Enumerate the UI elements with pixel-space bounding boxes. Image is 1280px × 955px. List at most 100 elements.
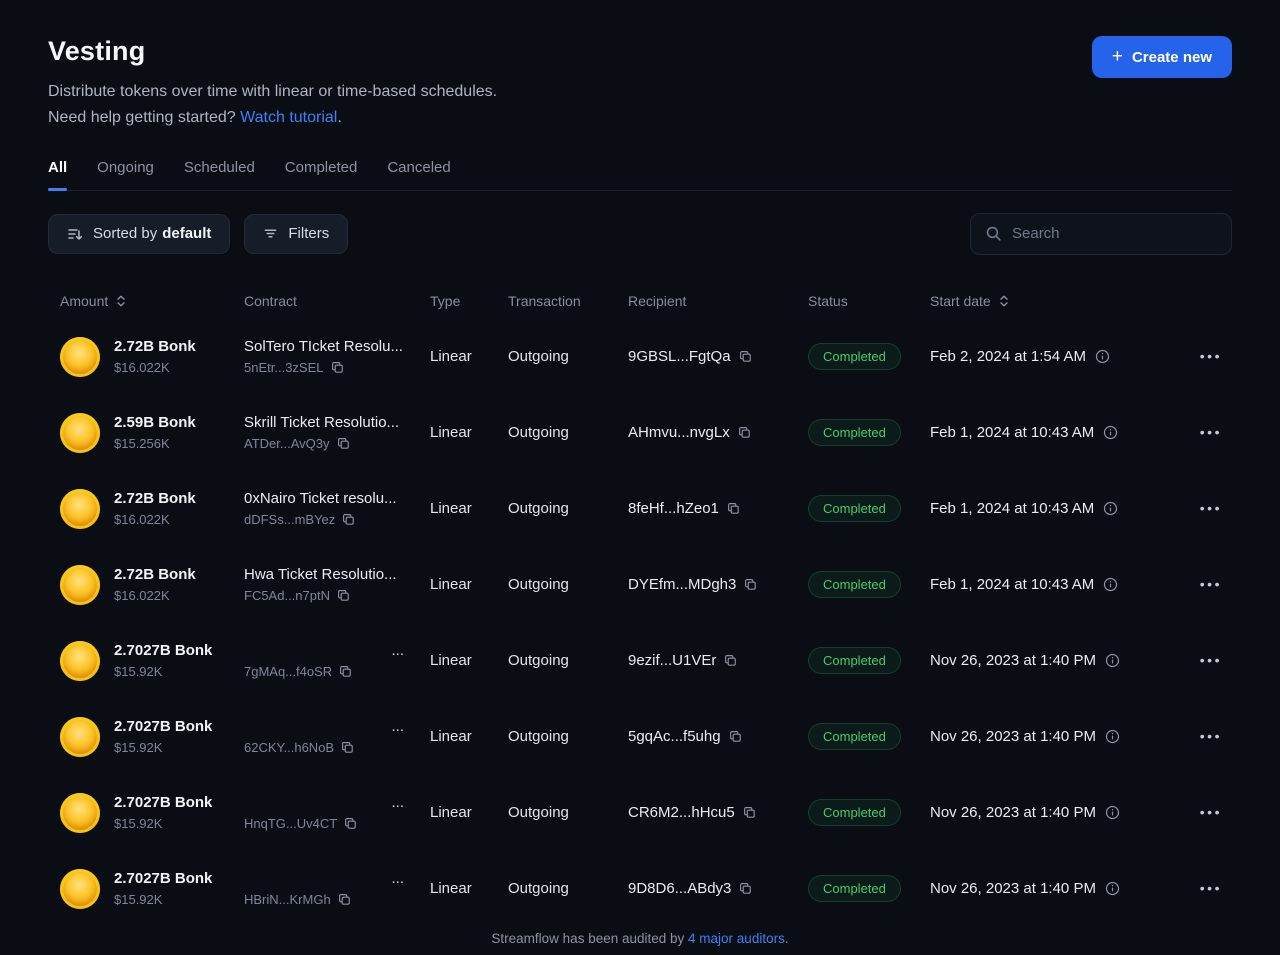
start-date-value: Feb 1, 2024 at 10:43 AM <box>930 424 1095 442</box>
column-type: Type <box>430 292 461 309</box>
tab-ongoing[interactable]: Ongoing <box>97 158 154 176</box>
column-amount[interactable]: Amount <box>48 293 244 309</box>
table-row[interactable]: 2.7027B Bonk $15.92K ... HnqTG...Uv4CT L… <box>48 775 1232 851</box>
tab-completed[interactable]: Completed <box>284 158 358 176</box>
copy-icon[interactable] <box>743 806 756 819</box>
row-menu-button[interactable]: ••• <box>1199 499 1222 516</box>
contract-address[interactable]: dDFSs...mBYez <box>244 512 430 527</box>
copy-icon[interactable] <box>337 437 350 450</box>
amount-value: 2.72B Bonk <box>114 338 196 356</box>
contract-address[interactable]: 7gMAq...f4oSR <box>244 664 430 679</box>
info-icon[interactable] <box>1095 349 1110 364</box>
auditors-link[interactable]: 4 major auditors <box>688 930 785 946</box>
row-menu-cell: ••• <box>1180 728 1232 746</box>
filters-button[interactable]: Filters <box>244 213 349 254</box>
filters-label: Filters <box>288 225 330 243</box>
transaction-cell: Outgoing <box>508 500 569 518</box>
copy-icon[interactable] <box>729 730 742 743</box>
watch-tutorial-link[interactable]: Watch tutorial <box>240 108 338 126</box>
row-menu-button[interactable]: ••• <box>1199 575 1222 592</box>
sort-button[interactable]: Sorted by default <box>48 213 231 254</box>
contract-cell: Skrill Ticket Resolutio... ATDer...AvQ3y <box>244 414 430 451</box>
table-row[interactable]: 2.72B Bonk $16.022K 0xNairo Ticket resol… <box>48 471 1232 547</box>
row-menu-button[interactable]: ••• <box>1199 803 1222 820</box>
bonk-token-icon <box>60 488 100 529</box>
table-row[interactable]: 2.7027B Bonk $15.92K ... 62CKY...h6NoB L… <box>48 699 1232 775</box>
copy-icon[interactable] <box>724 654 737 667</box>
info-icon[interactable] <box>1105 805 1120 820</box>
table-row[interactable]: 2.72B Bonk $16.022K SolTero TIcket Resol… <box>48 319 1232 395</box>
contract-address[interactable]: HBriN...KrMGh <box>244 892 430 907</box>
copy-icon[interactable] <box>331 361 344 374</box>
row-menu-cell: ••• <box>1180 500 1232 518</box>
footer-text: Streamflow has been audited by <box>491 930 689 946</box>
copy-icon[interactable] <box>344 817 357 830</box>
contract-name: Hwa Ticket Resolutio... <box>244 566 397 584</box>
transaction-cell: Outgoing <box>508 652 569 670</box>
status-cell: Completed <box>808 799 930 827</box>
column-start-date[interactable]: Start date <box>930 293 1180 309</box>
header-text: Vesting Distribute tokens over time with… <box>48 36 497 131</box>
search-input[interactable] <box>1012 225 1217 243</box>
copy-icon[interactable] <box>339 665 352 678</box>
start-date-cell: Feb 2, 2024 at 1:54 AM <box>930 348 1180 365</box>
row-menu-cell: ••• <box>1180 348 1232 366</box>
transaction-cell: Outgoing <box>508 880 569 898</box>
subtitle-line1: Distribute tokens over time with linear … <box>48 83 498 100</box>
status-cell: Completed <box>808 343 930 371</box>
status-cell: Completed <box>808 419 930 447</box>
table-row[interactable]: 2.59B Bonk $15.256K Skrill Ticket Resolu… <box>48 395 1232 471</box>
row-menu-button[interactable]: ••• <box>1199 347 1222 364</box>
tab-scheduled[interactable]: Scheduled <box>183 158 255 176</box>
copy-icon[interactable] <box>341 741 354 754</box>
table-row[interactable]: 2.7027B Bonk $15.92K ... HBriN...KrMGh L… <box>48 851 1232 927</box>
sort-value-label: default <box>162 225 212 243</box>
contract-address[interactable]: FC5Ad...n7ptN <box>244 588 430 603</box>
contract-name: Skrill Ticket Resolutio... <box>244 414 400 432</box>
row-menu-button[interactable]: ••• <box>1199 651 1222 668</box>
copy-icon[interactable] <box>744 578 757 591</box>
copy-icon[interactable] <box>739 882 752 895</box>
table-row[interactable]: 2.72B Bonk $16.022K Hwa Ticket Resolutio… <box>48 547 1232 623</box>
row-menu-button[interactable]: ••• <box>1199 879 1222 896</box>
start-date-value: Nov 26, 2023 at 1:40 PM <box>930 652 1096 670</box>
tab-all[interactable]: All <box>48 159 68 191</box>
row-menu-button[interactable]: ••• <box>1199 727 1222 744</box>
audit-footer: Streamflow has been audited by 4 major a… <box>48 931 1232 946</box>
tab-canceled[interactable]: Canceled <box>387 158 451 176</box>
start-date-value: Nov 26, 2023 at 1:40 PM <box>930 880 1096 898</box>
copy-icon[interactable] <box>337 589 350 602</box>
contract-address[interactable]: 5nEtr...3zSEL <box>244 360 430 375</box>
contract-address[interactable]: ATDer...AvQ3y <box>244 436 430 451</box>
recipient-address: 9D8D6...ABdy3 <box>628 880 732 898</box>
copy-icon[interactable] <box>338 893 351 906</box>
info-icon[interactable] <box>1105 729 1120 744</box>
toolbar: Sorted by default Filters <box>48 212 1232 255</box>
row-menu-cell: ••• <box>1180 652 1232 670</box>
table-row[interactable]: 2.7027B Bonk $15.92K ... 7gMAq...f4oSR L… <box>48 623 1232 699</box>
recipient-cell: 9GBSL...FgtQa <box>628 348 808 365</box>
search-box[interactable] <box>970 212 1232 255</box>
copy-icon[interactable] <box>727 502 740 515</box>
status-badge: Completed <box>808 799 901 827</box>
info-icon[interactable] <box>1105 881 1120 896</box>
info-icon[interactable] <box>1103 425 1118 440</box>
amount-usd-value: $15.92K <box>114 892 163 908</box>
info-icon[interactable] <box>1103 577 1118 592</box>
contract-name: 0xNairo Ticket resolu... <box>244 490 397 508</box>
create-new-button[interactable]: + Create new <box>1091 36 1232 78</box>
info-icon[interactable] <box>1103 501 1118 516</box>
copy-icon[interactable] <box>739 350 752 363</box>
row-menu-button[interactable]: ••• <box>1199 423 1222 440</box>
start-date-cell: Feb 1, 2024 at 10:43 AM <box>930 500 1180 517</box>
type-cell: Linear <box>430 576 472 594</box>
info-icon[interactable] <box>1105 653 1120 668</box>
row-menu-cell: ••• <box>1180 804 1232 822</box>
copy-icon[interactable] <box>342 513 355 526</box>
contract-name: ... <box>391 794 404 812</box>
sort-icon <box>67 226 83 242</box>
copy-icon[interactable] <box>738 426 751 439</box>
contract-address[interactable]: HnqTG...Uv4CT <box>244 816 430 831</box>
row-menu-cell: ••• <box>1180 424 1232 442</box>
contract-address[interactable]: 62CKY...h6NoB <box>244 740 430 755</box>
